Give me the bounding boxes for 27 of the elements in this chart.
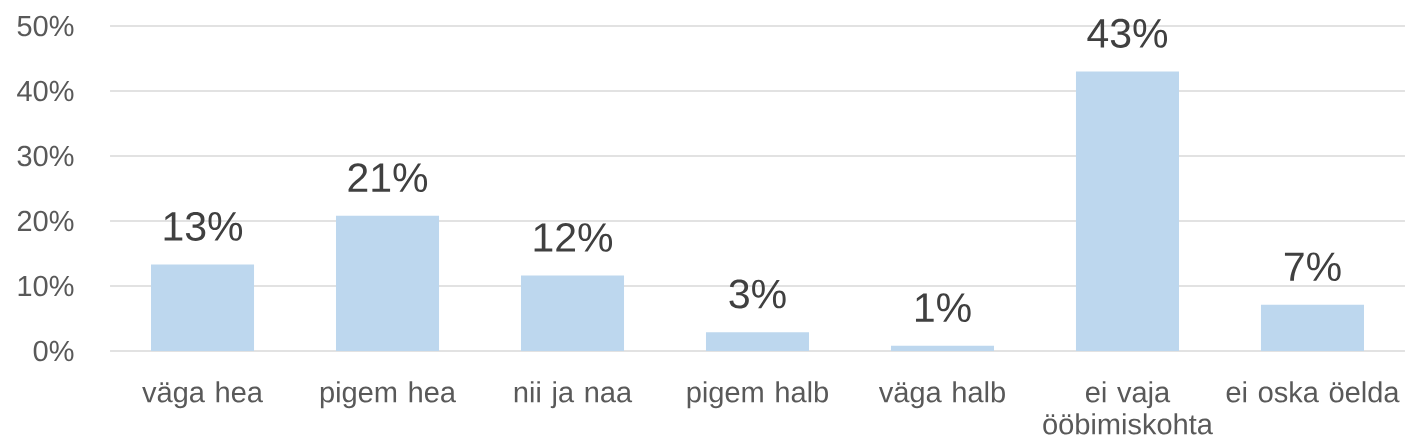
y-tick-label: 30%: [17, 145, 74, 167]
y-tick-label: 10%: [18, 275, 74, 297]
x-tick-label: ei vaja ööbimiskohta: [1043, 381, 1213, 435]
bar: [520, 275, 625, 351]
y-tick-label: 50%: [17, 15, 74, 37]
bar: [1260, 304, 1364, 351]
data-label: 12%: [534, 222, 613, 252]
data-label: 13%: [164, 211, 243, 241]
data-label: 3%: [729, 279, 786, 309]
x-tick-label: pigem halb: [687, 381, 828, 409]
bar: [890, 345, 995, 351]
bar: [705, 332, 810, 351]
data-label: 1%: [915, 293, 971, 323]
y-tick-label: 20%: [17, 210, 74, 232]
x-tick-label: ei oska öelda: [1226, 381, 1400, 403]
y-tick-label: 0%: [33, 340, 74, 362]
x-tick-label: pigem hea: [320, 381, 456, 409]
x-tick-label: väga halb: [878, 381, 1005, 409]
data-label: 7%: [1284, 252, 1341, 282]
x-tick-label: väga hea: [142, 381, 263, 409]
data-label: 21%: [348, 163, 428, 193]
x-tick-label: nii ja naa: [514, 381, 633, 409]
bar: [1075, 71, 1180, 351]
bar: [151, 264, 255, 351]
bar: [335, 215, 440, 351]
data-label: 43%: [1087, 18, 1168, 48]
y-tick-label: 40%: [17, 80, 74, 102]
